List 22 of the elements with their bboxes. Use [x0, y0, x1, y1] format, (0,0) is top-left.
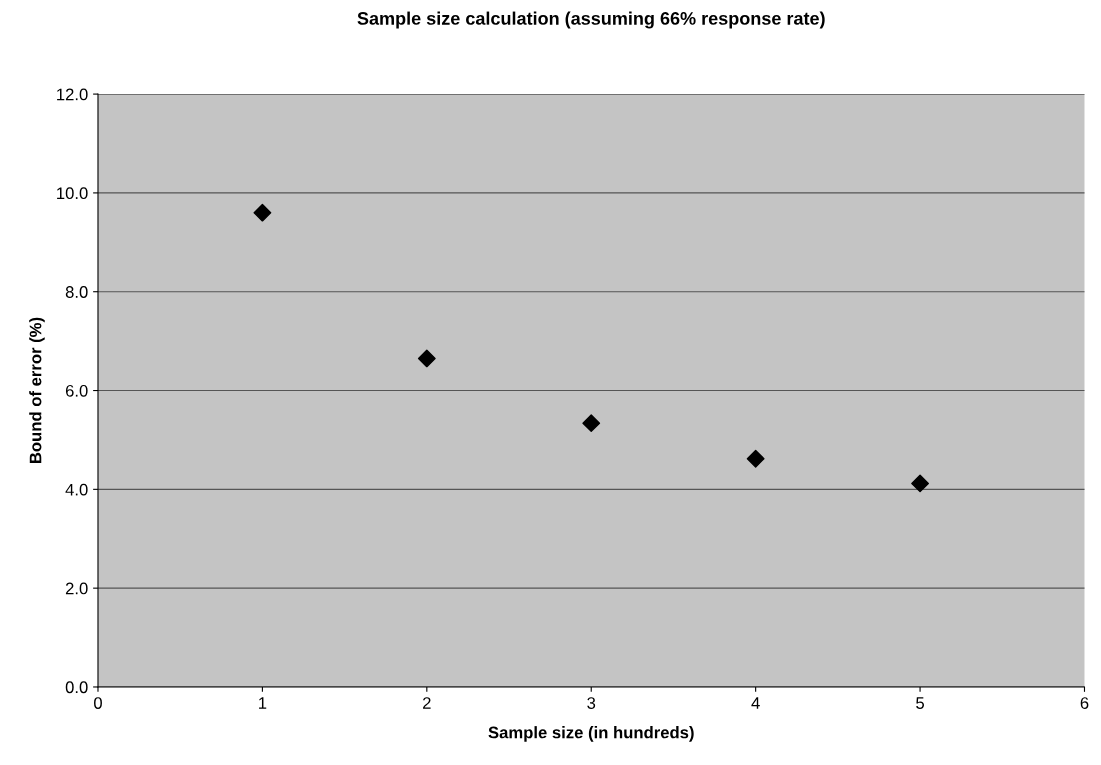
y-tick-label: 10.0	[57, 187, 88, 200]
chart-title: Sample size calculation (assuming 66% response rate)	[357, 11, 825, 29]
y-tick-label: 0.0	[65, 681, 88, 694]
x-tick-label: 0	[94, 697, 102, 709]
point	[746, 449, 765, 468]
y-tick-label: 4.0	[65, 483, 88, 496]
x-tick-label: 2	[423, 697, 431, 709]
point	[417, 349, 436, 368]
point	[911, 474, 929, 493]
y-axis-title: Bound of error (%)	[29, 317, 45, 464]
x-axis-title: Sample size (in hundreds)	[488, 726, 694, 742]
y-tick-label: 8.0	[65, 286, 88, 298]
y-tick-label: 12.0	[57, 88, 88, 101]
point	[582, 414, 601, 433]
x-tick-label: 1	[259, 697, 267, 709]
y-tick-label: 2.0	[65, 582, 88, 595]
x-tick-label: 4	[751, 697, 760, 709]
x-tick-label: 6	[1080, 697, 1089, 709]
point	[253, 203, 272, 222]
x-tick-label: 3	[587, 697, 596, 709]
y-tick-label: 6.0	[65, 384, 88, 397]
x-tick-label: 5	[916, 697, 925, 709]
